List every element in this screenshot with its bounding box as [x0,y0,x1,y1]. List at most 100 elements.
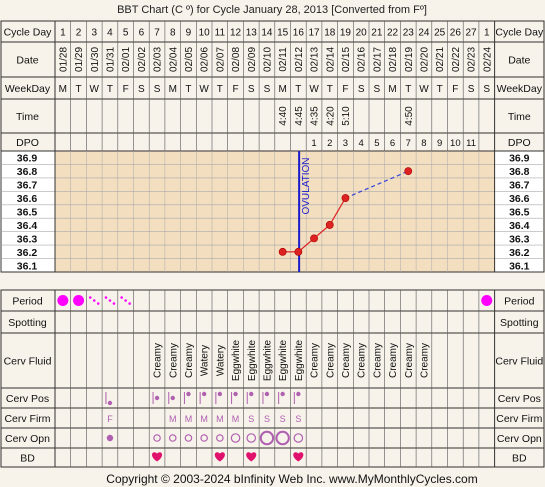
cerv-opn-marker [106,434,114,442]
cycle-day-cell: 19 [340,28,352,39]
weekday-cell: F [232,84,238,95]
weekday-cell: W [90,84,100,95]
row-label-period: Period [504,296,535,308]
cycle-day-cell: 14 [261,28,273,39]
cerv-fluid-cell: Eggwhite [294,339,305,381]
dpo-cell: 5 [374,138,379,149]
dpo-cell: 4 [359,138,364,149]
chart-content: Cycle Day Cycle Day Date Date WeekDay WeekDay… [4,27,544,465]
row-label-cerv-fluid: Cerv Fluid [495,356,543,368]
row-label-dpo: DPO [508,137,531,149]
cerv-pos-marker [107,400,113,406]
weekday-cell: T [185,84,191,95]
cycle-day-cell: 24 [418,28,430,39]
date-cell: 02/24 [482,47,493,72]
date-cell: 02/13 [310,47,321,72]
cycle-day-cell: 8 [170,28,176,39]
row-label-bd: BD [20,453,35,465]
chart-footer: Copyright © 2003-2024 bInfinity Web Inc.… [106,472,477,486]
dpo-cell: 6 [390,138,395,149]
cycle-day-cell: 9 [186,28,192,39]
cerv-opn-marker [293,433,304,443]
cerv-pos-marker [280,391,285,397]
bd-heart-icon [293,452,304,462]
temp-axis-right-bg [494,151,543,272]
temp-tick-label-right: 36.7 [509,180,530,192]
date-cell: 02/12 [294,47,305,72]
temp-point [278,247,287,256]
temp-tick-label-right: 36.9 [509,153,530,165]
period-light-marker [104,296,108,299]
row-label-cerv-fluid: Cerv Fluid [4,356,52,368]
date-cell: 02/15 [341,47,352,72]
cerv-firm-cell: S [264,414,270,424]
cycle-day-cell: 17 [308,28,320,39]
row-label-weekday: WeekDay [5,83,51,95]
cycle-day-cell: 11 [215,28,226,39]
cerv-fluid-cell: Watery [215,345,226,376]
dpo-cell: 1 [311,138,316,149]
cerv-pos-marker [264,391,270,397]
weekday-cell: M [278,84,286,95]
cycle-day-cell: 4 [107,28,113,39]
cerv-pos-marker [154,395,160,401]
period-heavy-marker [481,295,493,306]
bd-heart-icon [214,452,225,462]
cycle-day-cell: 21 [371,28,383,39]
weekday-cell: S [248,84,255,95]
weekday-cell: T [295,84,301,95]
date-cell: 02/02 [137,47,148,72]
cerv-firm-cell: M [232,414,240,424]
date-cell: 02/08 [231,47,242,72]
cerv-opn-marker [230,433,241,443]
cycle-day-cell: 10 [199,28,211,39]
date-cell: 02/05 [184,47,195,72]
row-label-date: Date [16,55,38,67]
date-cell: 02/06 [200,47,211,72]
temp-tick-label-left: 36.8 [17,166,38,178]
cycle-day-cell: 25 [434,28,446,39]
cerv-fluid-cell: Creamy [341,343,352,378]
temp-tick-label-right: 36.2 [509,247,530,259]
cerv-pos-marker [170,395,175,401]
weekday-cell: T [217,84,223,95]
period-light-marker [112,302,116,305]
date-cell: 02/16 [357,47,368,72]
weekday-cell: T [107,84,113,95]
row-label-cycle-day: Cycle Day [4,27,53,39]
date-cell: 02/10 [262,47,273,72]
cerv-firm-cell: M [185,414,193,424]
row-label-spotting: Spotting [8,317,47,329]
temp-tick-label-left: 36.1 [17,260,38,272]
cycle-day-cell: 6 [139,28,145,39]
date-cell: 02/03 [153,47,164,72]
cycle-day-cell: 23 [403,28,415,39]
chart-grid [0,20,545,468]
row-label-bd: BD [512,453,527,465]
row-label-date: Date [508,55,530,67]
weekday-cell: S [483,84,490,95]
cerv-opn-marker [200,434,208,442]
dpo-cell: 8 [421,138,426,149]
cerv-fluid-cell: Eggwhite [247,339,258,381]
weekday-cell: M [169,84,177,95]
row-label-cerv-firm: Cerv Firm [496,413,542,425]
weekday-cell: T [437,84,443,95]
date-cell: 01/29 [74,47,85,72]
temp-point [341,194,350,202]
cerv-opn-marker [153,434,161,442]
period-light-marker [124,299,127,302]
weekday-cell: S [138,84,145,95]
cerv-pos-marker [249,391,254,397]
cerv-fluid-cell: Creamy [419,343,430,378]
period-light-marker [108,299,112,302]
temp-tick-label-left: 36.3 [17,233,38,245]
date-cell: 02/18 [388,47,399,72]
weekday-cell: T [327,84,333,95]
cerv-opn-marker [168,434,177,442]
cycle-day-cell: 22 [387,28,399,39]
date-cell: 02/21 [435,47,446,72]
row-label-cerv-firm: Cerv Firm [4,413,50,425]
weekday-cell: T [75,84,81,95]
